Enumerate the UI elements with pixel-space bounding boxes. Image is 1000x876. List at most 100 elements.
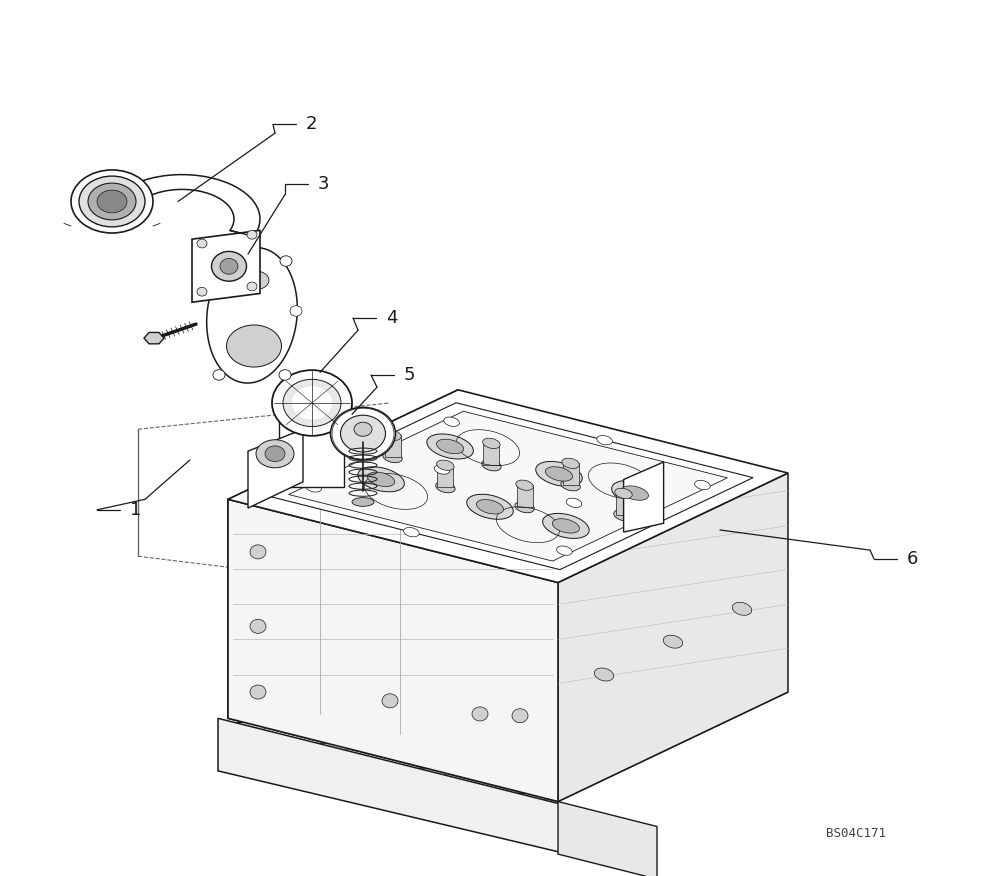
Text: 2: 2 (306, 116, 318, 133)
Ellipse shape (562, 458, 579, 469)
Ellipse shape (614, 510, 633, 521)
Ellipse shape (79, 176, 145, 227)
Ellipse shape (552, 519, 579, 533)
Text: 1: 1 (130, 501, 141, 519)
Ellipse shape (279, 370, 291, 380)
Text: 5: 5 (404, 366, 416, 384)
Polygon shape (289, 412, 727, 562)
Ellipse shape (557, 546, 572, 555)
Ellipse shape (476, 499, 504, 514)
Polygon shape (483, 443, 499, 465)
Ellipse shape (354, 422, 372, 436)
Ellipse shape (358, 467, 404, 491)
Ellipse shape (482, 460, 501, 471)
Polygon shape (228, 390, 458, 718)
Ellipse shape (444, 417, 459, 427)
Ellipse shape (663, 635, 683, 648)
Ellipse shape (239, 271, 269, 290)
Polygon shape (384, 435, 400, 457)
Ellipse shape (272, 370, 352, 436)
Ellipse shape (265, 446, 285, 462)
Ellipse shape (250, 685, 266, 699)
Ellipse shape (330, 407, 396, 460)
Ellipse shape (543, 513, 589, 539)
Polygon shape (616, 493, 632, 515)
Ellipse shape (280, 256, 292, 266)
Ellipse shape (427, 434, 473, 459)
Polygon shape (207, 248, 297, 383)
Polygon shape (307, 743, 347, 770)
Ellipse shape (472, 707, 488, 721)
Ellipse shape (216, 253, 228, 264)
Ellipse shape (306, 483, 321, 492)
Ellipse shape (71, 170, 153, 233)
Ellipse shape (483, 438, 500, 449)
Ellipse shape (384, 430, 401, 441)
Ellipse shape (695, 480, 710, 490)
Ellipse shape (290, 306, 302, 316)
Ellipse shape (436, 482, 455, 493)
Polygon shape (192, 230, 260, 302)
Ellipse shape (247, 230, 257, 239)
Ellipse shape (383, 451, 402, 463)
Ellipse shape (296, 409, 326, 425)
Ellipse shape (615, 488, 632, 498)
Ellipse shape (197, 239, 207, 248)
Ellipse shape (597, 435, 612, 445)
Polygon shape (228, 390, 788, 583)
Ellipse shape (292, 386, 332, 420)
Ellipse shape (594, 668, 614, 681)
Ellipse shape (97, 190, 127, 213)
Ellipse shape (284, 403, 338, 431)
Ellipse shape (368, 472, 395, 486)
Ellipse shape (515, 501, 534, 512)
Polygon shape (505, 794, 545, 820)
Polygon shape (558, 473, 788, 802)
Ellipse shape (212, 251, 246, 281)
Ellipse shape (352, 498, 374, 506)
Ellipse shape (612, 481, 658, 505)
Ellipse shape (437, 439, 464, 454)
Ellipse shape (545, 467, 573, 481)
Ellipse shape (88, 183, 136, 220)
Ellipse shape (404, 527, 419, 537)
Ellipse shape (467, 494, 513, 519)
Polygon shape (558, 802, 657, 876)
Ellipse shape (226, 325, 282, 367)
Ellipse shape (250, 545, 266, 559)
Polygon shape (228, 609, 788, 802)
Ellipse shape (732, 603, 752, 615)
Polygon shape (279, 417, 344, 487)
Polygon shape (563, 463, 579, 485)
Ellipse shape (250, 619, 266, 633)
Ellipse shape (213, 370, 225, 380)
Polygon shape (218, 718, 568, 854)
Polygon shape (113, 174, 260, 237)
Ellipse shape (516, 480, 533, 491)
Ellipse shape (197, 287, 207, 296)
Ellipse shape (434, 465, 450, 474)
Text: 4: 4 (386, 309, 398, 327)
Polygon shape (263, 403, 753, 569)
Ellipse shape (283, 379, 341, 427)
Polygon shape (517, 485, 533, 507)
Ellipse shape (561, 479, 580, 491)
Polygon shape (228, 499, 558, 802)
Polygon shape (144, 333, 164, 343)
Ellipse shape (247, 282, 257, 291)
Ellipse shape (220, 258, 238, 274)
Ellipse shape (256, 440, 294, 468)
Polygon shape (624, 462, 664, 532)
Ellipse shape (621, 486, 648, 500)
Text: 6: 6 (907, 550, 918, 568)
Polygon shape (225, 723, 264, 749)
Polygon shape (248, 429, 303, 508)
Ellipse shape (566, 498, 582, 507)
Polygon shape (406, 768, 446, 795)
Text: 3: 3 (318, 175, 330, 193)
Polygon shape (437, 465, 453, 487)
Ellipse shape (536, 462, 582, 486)
Ellipse shape (437, 460, 454, 470)
Text: BS04C171: BS04C171 (826, 828, 886, 840)
Ellipse shape (382, 694, 398, 708)
